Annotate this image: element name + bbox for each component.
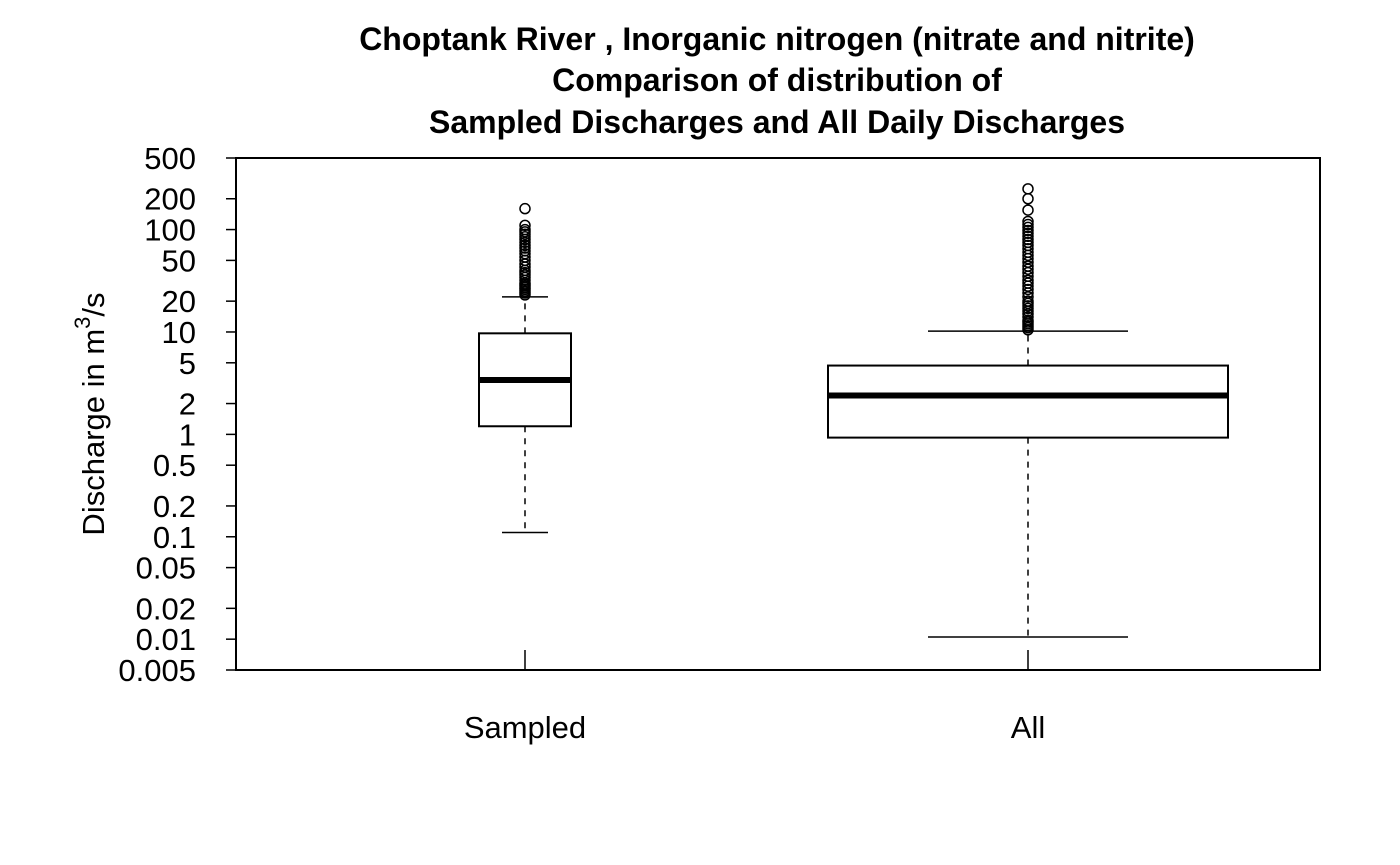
x-tick-label: Sampled — [464, 710, 586, 745]
y-tick-label: 10 — [162, 315, 196, 350]
outlier-point — [519, 223, 531, 236]
box-group-sampled — [478, 202, 572, 534]
y-tick-label: 0.005 — [118, 653, 196, 688]
chart-title: Choptank River , Inorganic nitrogen (nit… — [359, 21, 1195, 140]
y-axis-label: Discharge in m3/s — [70, 292, 111, 535]
y-tick-label: 100 — [144, 213, 196, 248]
y-axis-label-suffix: /s — [76, 292, 111, 316]
outlier-point — [1022, 283, 1034, 296]
x-axis: Sampled All — [464, 650, 1045, 745]
outlier-point — [1022, 242, 1034, 255]
outlier-point — [519, 248, 531, 260]
y-tick-label: 5 — [179, 346, 196, 381]
plot-frame — [235, 157, 1321, 671]
outlier-point — [1022, 192, 1034, 205]
outlier-point — [1022, 236, 1034, 249]
outlier-point — [519, 219, 531, 232]
outlier-point — [1022, 314, 1034, 327]
y-axis-label-superscript: 3 — [70, 317, 95, 329]
x-tick-label: All — [1011, 710, 1045, 745]
outlier-point — [1022, 311, 1034, 323]
outlier-point — [519, 251, 531, 263]
y-tick-label: 0.01 — [136, 622, 196, 657]
y-tick-label: 0.05 — [136, 551, 196, 586]
outlier-point — [1022, 221, 1034, 234]
outlier-point — [1022, 215, 1034, 228]
y-tick-label: 50 — [162, 243, 196, 278]
box-series — [478, 183, 1229, 638]
box-group-all — [827, 183, 1229, 638]
outlier-point — [1022, 230, 1034, 243]
y-tick-label: 20 — [162, 284, 196, 319]
outlier-point — [1022, 183, 1034, 195]
chart-title-line-2: Comparison of distribution of — [552, 62, 1002, 98]
y-axis-label-prefix: Discharge in m — [76, 329, 111, 536]
outlier-point — [519, 239, 531, 252]
outlier-point — [1022, 224, 1034, 237]
outlier-point — [1022, 295, 1034, 307]
outlier-point — [519, 202, 531, 215]
outlier-point — [1022, 233, 1034, 246]
y-tick-label: 0.5 — [153, 448, 196, 483]
y-tick-label: 2 — [179, 387, 196, 422]
chart-title-line-1: Choptank River , Inorganic nitrogen (nit… — [359, 21, 1195, 57]
outlier-point — [1022, 274, 1034, 286]
outlier-point — [1022, 204, 1034, 216]
outlier-point — [1022, 218, 1034, 231]
chart-title-line-3: Sampled Discharges and All Daily Dischar… — [429, 104, 1125, 140]
y-tick-label: 200 — [144, 182, 196, 217]
y-tick-label: 0.1 — [153, 520, 196, 555]
y-tick-label: 0.2 — [153, 489, 196, 524]
y-tick-label: 500 — [144, 141, 196, 176]
box-iqr — [827, 364, 1229, 439]
y-tick-label: 0.02 — [136, 591, 196, 626]
outlier-point — [1022, 239, 1034, 252]
y-tick-label: 1 — [179, 417, 196, 452]
